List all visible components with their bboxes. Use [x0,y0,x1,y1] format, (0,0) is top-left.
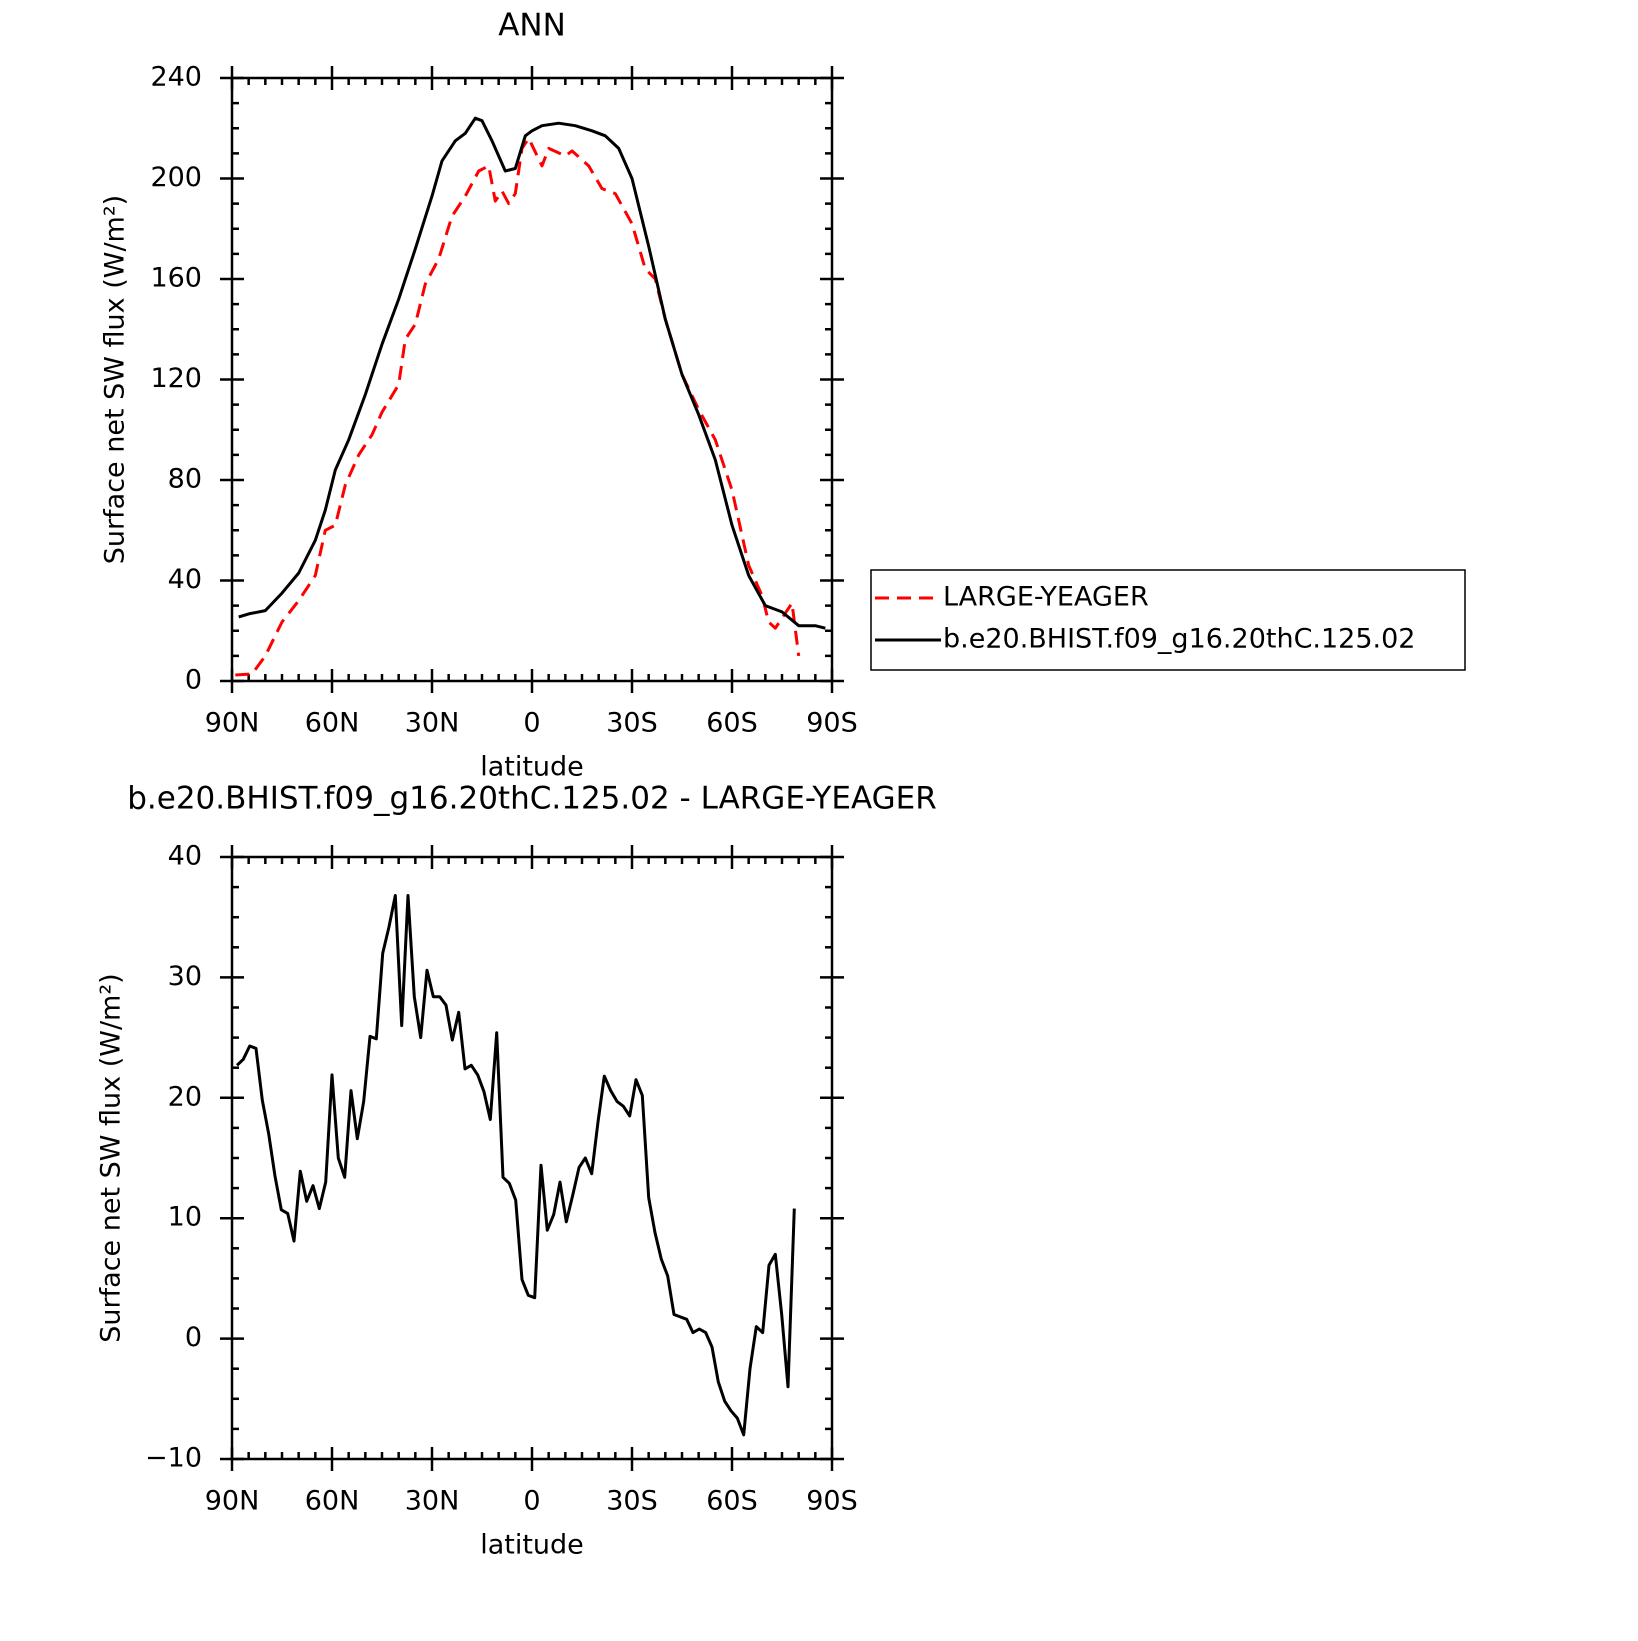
legend-box [870,569,1466,671]
data-line [235,894,796,1437]
x-tick-label: 90S [806,1486,858,1517]
x-tick-label: 60S [706,708,758,739]
y-tick-label: 80 [168,464,202,495]
data-line [238,116,826,630]
x-tick-label: 90N [205,708,260,739]
plot-frame [230,76,834,683]
y-tick-label: 10 [168,1202,202,1233]
x-tick-label: 30S [606,708,658,739]
chart-title: b.e20.BHIST.f09_g16.20thC.125.02 - LARGE… [127,781,937,817]
y-tick-label: 0 [185,665,202,696]
x-tick-label: 60N [305,708,360,739]
x-tick-label: 60S [706,1486,758,1517]
y-tick-label: 120 [150,363,202,394]
x-axis-label: latitude [480,752,584,783]
y-tick-label: 40 [168,564,202,595]
chart-title: ANN [498,8,566,44]
plot-frame [230,855,834,1461]
y-tick-label: 200 [150,162,202,193]
x-tick-label: 0 [523,708,540,739]
y-tick-label: −10 [145,1443,202,1474]
x-axis-label: latitude [480,1530,584,1561]
y-tick-label: 40 [168,841,202,872]
legend: LARGE-YEAGER b.e20.BHIST.f09_g16.20thC.12… [870,569,1466,671]
x-tick-label: 90S [806,708,858,739]
legend-label: b.e20.BHIST.f09_g16.20thC.125.02 [943,624,1415,655]
y-tick-label: 160 [150,263,202,294]
y-tick-label: 240 [150,62,202,93]
x-tick-label: 90N [205,1486,260,1517]
x-tick-label: 30N [405,708,460,739]
y-tick-label: 0 [185,1322,202,1353]
legend-label: LARGE-YEAGER [943,582,1149,613]
x-tick-label: 30S [606,1486,658,1517]
x-tick-label: 30N [405,1486,460,1517]
x-tick-label: 0 [523,1486,540,1517]
data-line [235,136,801,677]
y-axis-label: Surface net SW flux (W/m²) [100,195,131,564]
y-axis-label: Surface net SW flux (W/m²) [96,973,127,1342]
x-tick-label: 60N [305,1486,360,1517]
y-tick-label: 30 [168,961,202,992]
y-tick-label: 20 [168,1081,202,1112]
